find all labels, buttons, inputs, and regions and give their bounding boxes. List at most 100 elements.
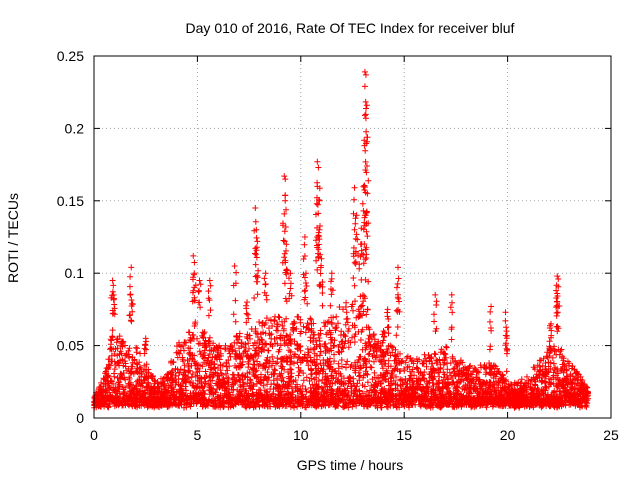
- data-point-spike: [281, 173, 288, 180]
- data-point-trail: [301, 274, 311, 307]
- data-point-spike: [394, 264, 401, 271]
- data-point-spike: [283, 241, 290, 248]
- chart-title: Day 010 of 2016, Rate Of TEC Index for r…: [186, 20, 515, 36]
- data-point-spike: [351, 226, 358, 233]
- data-point-trail: [313, 194, 321, 273]
- x-tick-label: 20: [500, 427, 516, 443]
- data-point-spike: [555, 275, 562, 282]
- data-point-spike: [231, 262, 238, 269]
- y-tick-label: 0.15: [57, 193, 84, 209]
- data-point-trail: [360, 220, 370, 283]
- data-point-spike: [128, 264, 135, 271]
- x-tick-label: 5: [194, 427, 202, 443]
- data-point-trail: [205, 282, 214, 319]
- data-point-spike: [351, 184, 358, 191]
- x-tick-label: 15: [396, 427, 412, 443]
- data-point-trail: [141, 338, 150, 357]
- data-point-trail: [251, 218, 259, 301]
- data-point-spike: [488, 303, 495, 310]
- x-tick-label: 10: [293, 427, 309, 443]
- data-point-spike: [196, 277, 203, 284]
- data-point-spike: [318, 255, 325, 262]
- data-point-trail: [431, 298, 440, 335]
- data-point-spike: [353, 212, 360, 219]
- data-point-trail: [279, 222, 289, 302]
- data-point-spike: [363, 163, 370, 170]
- data-point-trail: [253, 247, 262, 285]
- data-point-spike: [393, 284, 400, 291]
- data-point-spike: [448, 291, 455, 298]
- data-point-trail: [362, 138, 371, 253]
- data-point-spike: [362, 71, 369, 78]
- data-point-spike: [301, 234, 308, 240]
- data-point-spike: [281, 210, 288, 217]
- data-point-spike: [361, 212, 368, 219]
- grid-lines: [94, 56, 611, 418]
- data-point-spike: [316, 226, 323, 233]
- data-point-trail: [350, 235, 359, 289]
- data-points: [91, 68, 592, 411]
- data-point-spike: [359, 200, 366, 207]
- data-point-spike: [554, 290, 561, 297]
- data-point-trail: [447, 299, 456, 343]
- y-tick-label: 0.2: [65, 120, 85, 136]
- data-point-spike: [282, 176, 289, 183]
- data-point-trail: [300, 241, 309, 303]
- data-point-trail: [502, 332, 511, 375]
- data-point-spike: [502, 309, 509, 316]
- data-point-spike: [315, 164, 322, 171]
- data-point-trail: [190, 276, 199, 304]
- y-tick-label: 0.1: [65, 265, 85, 281]
- data-point-trail: [384, 309, 392, 337]
- x-tick-label: 0: [90, 427, 98, 443]
- data-point-spike: [328, 270, 335, 277]
- data-point-trail: [360, 105, 370, 235]
- data-point-spike: [252, 205, 259, 212]
- data-point-trail: [379, 329, 388, 346]
- data-point-spike: [380, 328, 387, 335]
- data-point-trail: [243, 302, 252, 326]
- data-point-trail: [261, 275, 270, 303]
- data-point-trail: [286, 275, 295, 302]
- axis-ticks: [93, 55, 612, 419]
- data-point-spike: [314, 183, 321, 190]
- data-point-spike: [432, 291, 439, 298]
- data-point-spike: [302, 270, 309, 277]
- data-point-trail: [327, 275, 336, 309]
- data-point-trail: [358, 207, 368, 267]
- y-tick-label: 0.05: [57, 338, 84, 354]
- data-point-spike: [314, 158, 321, 165]
- data-point-trail: [317, 262, 326, 309]
- plot-frame: [93, 55, 612, 419]
- data-cloud: [91, 292, 592, 411]
- data-point-spike: [109, 277, 116, 284]
- data-point-spike: [361, 68, 368, 75]
- data-point-trail: [356, 247, 365, 283]
- data-point-trail: [252, 234, 261, 298]
- data-point-trail: [546, 322, 555, 345]
- data-point-spike: [316, 197, 323, 204]
- tick-labels: 0 5 10 15 20 25 0 0.05 0.1 0.15 0.2 0.25: [57, 48, 619, 443]
- y-tick-label: 0: [76, 410, 84, 426]
- data-point-spike: [244, 299, 251, 306]
- data-point-trail: [553, 295, 562, 332]
- data-point-trail: [126, 297, 135, 325]
- data-point-spike: [554, 273, 561, 280]
- data-point-trail: [109, 295, 118, 318]
- data-point-trail: [230, 269, 240, 325]
- data-point-spike: [361, 83, 368, 90]
- data-point-trail: [281, 247, 291, 305]
- data-point-spike: [127, 291, 134, 298]
- data-point-spike: [190, 252, 197, 259]
- data-point-spike: [253, 226, 260, 233]
- data-point-spike: [191, 270, 198, 277]
- x-tick-label: 25: [603, 427, 619, 443]
- data-point-spike: [287, 270, 294, 277]
- data-point-spike: [254, 238, 261, 245]
- y-tick-label: 0.25: [57, 48, 84, 64]
- data-point-trail: [393, 291, 402, 339]
- data-point-spike: [362, 115, 369, 122]
- data-point-spike: [361, 112, 368, 119]
- x-axis-label: GPS time / hours: [297, 457, 404, 473]
